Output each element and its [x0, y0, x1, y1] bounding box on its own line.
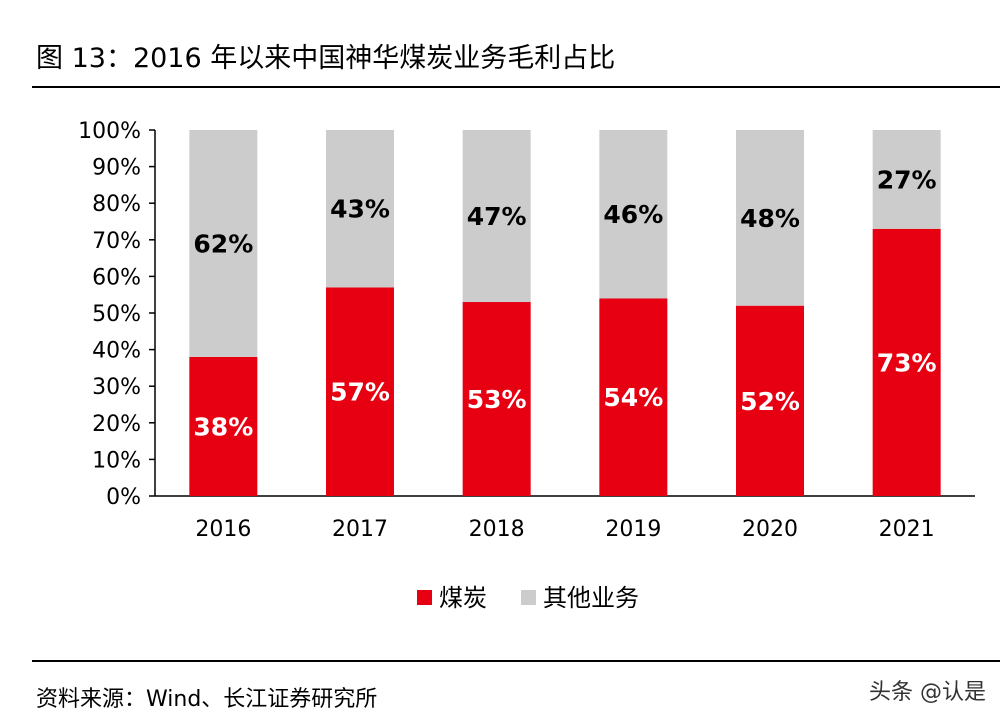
watermark: 头条 @认是 [869, 680, 986, 705]
x-tick-label: 2021 [879, 517, 935, 542]
x-tick-label: 2017 [332, 517, 388, 542]
bar-layer [189, 130, 941, 496]
y-tick-label: 60% [92, 265, 141, 290]
bar-other [599, 130, 668, 299]
data-label-coal: 73% [877, 348, 937, 377]
bar-coal [599, 298, 668, 496]
label-layer: 38% 62% 57% 43% 53% 47% 54% 46% 52% 48% 73% 27% [193, 165, 936, 441]
data-label-coal: 38% [193, 412, 253, 441]
legend: 煤炭 其他业务 [417, 584, 639, 612]
data-label-other: 43% [330, 195, 390, 224]
data-label-coal: 57% [330, 378, 390, 407]
bar-other [736, 130, 804, 306]
y-tick-label: 90% [92, 156, 141, 181]
chart-title: 图 13：2016 年以来中国神华煤炭业务毛利占比 [36, 43, 616, 74]
y-tick-label: 40% [92, 339, 141, 364]
bar-coal [326, 287, 394, 496]
title-divider [32, 86, 1000, 88]
data-label-other: 27% [877, 165, 937, 194]
y-tick-label: 100% [78, 119, 141, 144]
legend-swatch-other [521, 590, 536, 605]
legend-label-coal: 煤炭 [439, 584, 487, 612]
y-tick-label: 70% [92, 229, 141, 254]
footer-divider [32, 660, 1000, 662]
bar-coal [189, 356, 258, 496]
bar-coal [462, 302, 531, 496]
y-tick-label: 20% [92, 412, 141, 437]
data-label-other: 48% [740, 204, 800, 233]
x-tick-label: 2018 [469, 517, 525, 542]
data-label-coal: 54% [603, 383, 663, 412]
bar-other [189, 130, 258, 357]
source-note: 资料来源：Wind、长江证券研究所 [36, 687, 378, 712]
data-label-other: 47% [467, 202, 527, 231]
bar-coal [872, 228, 941, 496]
bar-other [462, 130, 531, 303]
y-tick-label: 80% [92, 192, 141, 217]
x-tick-label: 2016 [195, 517, 251, 542]
stacked-bar-chart: 0% 10% 20% 30% 40% 50% 60% 70% 80% 90% 100% 2016 201… [78, 119, 975, 612]
y-tick-label: 0% [106, 485, 141, 510]
x-tick-label: 2020 [742, 517, 798, 542]
data-label-other: 62% [193, 229, 253, 258]
data-label-coal: 52% [740, 387, 800, 416]
axis-layer: 0% 10% 20% 30% 40% 50% 60% 70% 80% 90% 100% 2016 201… [78, 119, 975, 542]
y-tick-label: 30% [92, 375, 141, 400]
y-tick-label: 50% [92, 302, 141, 327]
data-label-other: 46% [603, 200, 663, 229]
bar-other [326, 130, 394, 288]
legend-swatch-coal [417, 590, 432, 605]
bar-other [872, 130, 941, 229]
legend-label-other: 其他业务 [543, 584, 639, 612]
data-label-coal: 53% [467, 385, 527, 414]
y-tick-label: 10% [92, 448, 141, 473]
bar-coal [736, 305, 804, 496]
x-tick-label: 2019 [605, 517, 661, 542]
